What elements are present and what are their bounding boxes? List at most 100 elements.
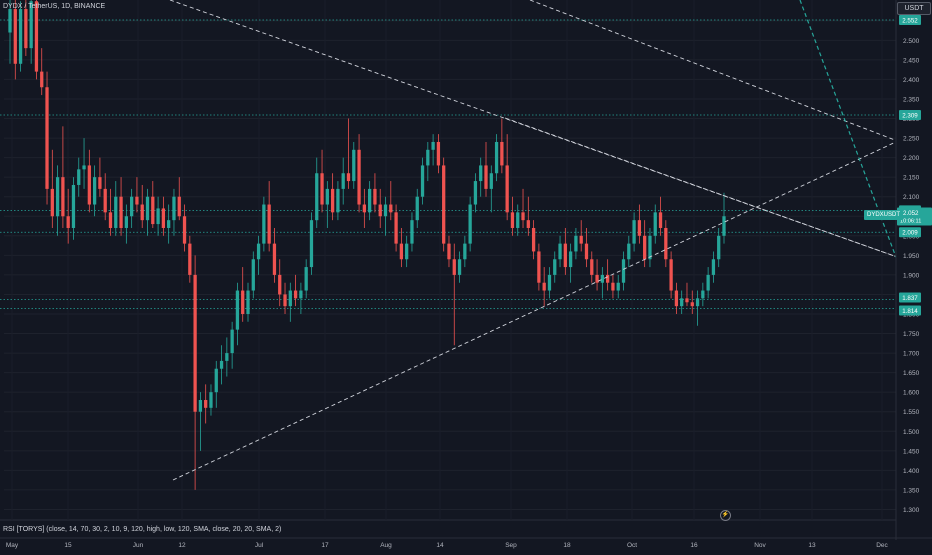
candle-body: [373, 188, 377, 205]
candle-body: [616, 282, 620, 291]
time-tick-label: 17: [321, 542, 329, 549]
price-tick-label: 1.650: [903, 370, 920, 377]
candle-body: [368, 188, 372, 213]
candles: [8, 0, 726, 490]
candle-body: [272, 243, 277, 275]
candle-body: [378, 204, 382, 217]
candle-body: [45, 87, 49, 189]
candle-body: [320, 173, 324, 205]
candle-body: [188, 243, 192, 275]
price-tick-label: 1.600: [903, 390, 920, 397]
candle-body: [606, 274, 610, 283]
candle-body: [701, 290, 705, 299]
candle-body: [399, 243, 404, 260]
candle-body: [325, 188, 329, 205]
lightning-icon[interactable]: ⚡: [720, 510, 731, 521]
candle-body: [505, 165, 509, 213]
symbol-title: DYDX / TetherUS, 1D, BINANCE: [3, 3, 106, 10]
time-tick-label: 12: [178, 542, 186, 549]
candle-body: [341, 173, 345, 189]
candle-body: [82, 165, 86, 170]
candle-body: [627, 243, 631, 260]
price-tick-label: 1.350: [903, 487, 920, 494]
trendline: [799, 0, 901, 269]
candle-body: [135, 196, 139, 205]
level-label: 2.552: [902, 17, 918, 24]
rsi-indicator-label[interactable]: RSI [TORYS] (close, 14, 70, 30, 2, 10, 9…: [3, 526, 282, 533]
price-tick-label: 1.450: [903, 448, 920, 455]
candle-body: [717, 235, 721, 260]
candle-body: [452, 259, 456, 275]
candle-body: [140, 204, 144, 221]
candle-body: [500, 141, 504, 166]
candle-body: [309, 220, 314, 268]
candle-body: [167, 220, 171, 228]
time-axis[interactable]: May 15 Jun 12 Jul 17 Aug 14 Sep 18 Oct 16 Nov 13 Dec: [0, 537, 932, 549]
candle-body: [357, 149, 361, 205]
candle-body: [706, 274, 710, 291]
price-axis[interactable]: 1.300 1.350 1.400 1.450 1.500 1.550 1.600 1.650…: [895, 0, 932, 550]
candle-body: [214, 368, 218, 393]
candle-body: [621, 259, 626, 283]
candle-body: [124, 216, 128, 228]
candle-body: [288, 290, 292, 307]
candle-body: [405, 243, 409, 260]
trendlines: [169, 0, 901, 481]
candle-body: [447, 243, 451, 260]
price-tick-label: 2.150: [903, 175, 920, 182]
candle-body: [230, 329, 234, 354]
candle-body: [130, 196, 134, 217]
candle-body: [383, 204, 388, 217]
trendline: [504, 117, 901, 259]
candle-body: [669, 259, 673, 291]
candle-body: [161, 208, 166, 228]
level-label-bg: [899, 292, 921, 303]
candle-body: [558, 243, 562, 260]
candle-body: [336, 188, 340, 213]
trendline: [172, 139, 901, 481]
currency-unit-button[interactable]: USDT: [897, 2, 931, 15]
candle-body: [685, 298, 689, 303]
candle-body: [34, 1, 39, 72]
candle-body: [92, 177, 97, 205]
price-tick-label: 2.500: [903, 38, 920, 45]
price-tick-label: 1.750: [903, 331, 920, 338]
candle-body: [568, 251, 573, 268]
time-tick-label: 15: [64, 542, 72, 549]
candle-body: [426, 149, 430, 166]
price-tick-label: 1.950: [903, 253, 920, 260]
candle-body: [643, 235, 647, 260]
grid: [0, 20, 896, 521]
candle-body: [198, 400, 203, 412]
candle-body: [653, 212, 657, 236]
candle-body: [510, 212, 515, 228]
time-tick-label: 13: [808, 542, 816, 549]
price-tick-label: 1.300: [903, 507, 920, 514]
candle-body: [611, 282, 615, 291]
candle-body: [145, 196, 150, 221]
candle-body: [579, 235, 583, 244]
candle-body: [695, 298, 700, 307]
candle-body: [209, 392, 213, 408]
candle-body: [172, 196, 176, 221]
candle-body: [330, 188, 335, 213]
candle-body: [362, 204, 366, 213]
price-tick-label: 2.450: [903, 57, 920, 64]
price-tick-label: 1.500: [903, 429, 920, 436]
candle-body: [521, 212, 525, 221]
time-tick-label: Aug: [380, 542, 392, 549]
candle-body: [293, 290, 298, 299]
price-tick-label: 2.200: [903, 155, 920, 162]
candle-body: [55, 177, 60, 217]
candle-body: [690, 302, 694, 307]
level-label-bg: [899, 227, 921, 238]
price-tick-label: 2.250: [903, 136, 920, 143]
candle-body: [420, 165, 425, 197]
level-label: 2.009: [902, 230, 918, 237]
level-label-bg: [899, 110, 921, 120]
candle-body: [256, 243, 261, 260]
candle-body: [722, 216, 726, 236]
candle-body: [479, 165, 483, 182]
